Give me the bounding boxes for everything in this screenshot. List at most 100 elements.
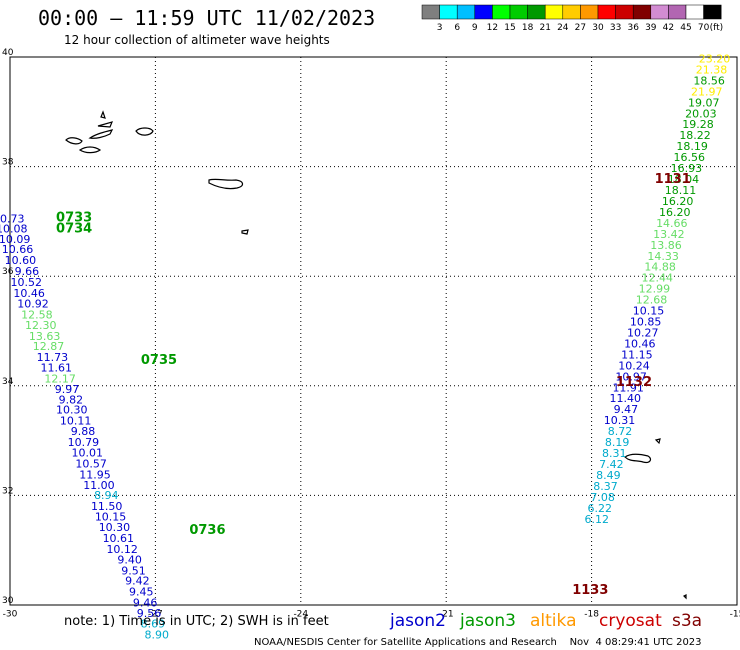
wave-height-label: 6.22	[587, 502, 612, 515]
legend-tick-label: 18	[522, 23, 534, 33]
legend-swatch	[474, 4, 493, 20]
x-tick-label: -27	[148, 610, 163, 620]
y-tick-label: 36	[2, 267, 14, 277]
wave-height-label: 10.73	[0, 212, 25, 225]
legend-tick-label: 27	[575, 23, 586, 33]
legend-tick-label: 70	[698, 23, 710, 33]
wave-height-label: 11.50	[91, 500, 123, 513]
wave-height-label: 9.88	[71, 425, 96, 438]
x-tick-label: -15	[730, 610, 740, 620]
wave-height-label: 11.40	[610, 392, 642, 405]
wave-height-label: 10.85	[630, 316, 662, 329]
wave-height-label: 10.30	[99, 521, 131, 534]
footer-credit: NOAA/NESDIS Center for Satellite Applica…	[254, 637, 702, 648]
wave-height-label: 9.97	[55, 383, 80, 396]
wave-height-label: 11.61	[41, 362, 73, 375]
time-label: 0736	[189, 523, 225, 538]
wave-height-label: 9.45	[129, 586, 154, 599]
time-label: 0733	[56, 210, 92, 225]
legend-tick-label: 45	[680, 23, 691, 33]
legend-tick-label: 9	[472, 23, 478, 33]
wave-height-label: 23.20	[699, 52, 731, 65]
wave-height-label: 10.31	[604, 414, 636, 427]
wave-height-label: 12.99	[639, 283, 671, 296]
x-tick-label: -21	[439, 610, 454, 620]
wave-height-label: 8.31	[602, 447, 627, 460]
coastline	[65, 110, 687, 600]
wave-height-label: 12.58	[21, 308, 53, 321]
legend-swatch	[562, 4, 581, 20]
wave-height-label: 10.15	[633, 305, 665, 318]
wave-height-label: 10.27	[627, 326, 659, 339]
legend-tick-label: 33	[610, 23, 621, 33]
legend-swatch	[509, 4, 528, 20]
legend-tick-label: 12	[487, 23, 498, 33]
legend-swatch	[615, 4, 634, 20]
wave-height-label: 7.42	[599, 458, 624, 471]
wave-height-label: 7.08	[590, 491, 615, 504]
wave-height-label: 14.33	[647, 250, 679, 263]
legend-tick-label: 15	[504, 23, 515, 33]
y-tick-label: 38	[2, 158, 14, 168]
wave-height-label: 8.37	[593, 480, 618, 493]
legend-tick-label: 24	[557, 23, 569, 33]
wave-height-label: 8.19	[605, 436, 630, 449]
wave-height-label: 10.79	[68, 436, 100, 449]
wave-height-label: 12.87	[33, 340, 65, 353]
legend-swatch	[668, 4, 687, 20]
wave-height-label: 11.00	[83, 479, 115, 492]
wave-height-label: 11.95	[79, 468, 111, 481]
legend-swatch	[439, 4, 458, 20]
legend-swatch	[492, 4, 511, 20]
wave-height-label: 16.93	[671, 162, 703, 175]
wave-height-label: 9.51	[121, 564, 146, 577]
wave-height-label: 13.42	[653, 228, 685, 241]
wave-height-label: 8.94	[94, 489, 119, 502]
wave-height-label: 10.08	[0, 222, 27, 235]
wave-height-label: 8.72	[608, 425, 633, 438]
legend-swatch	[703, 4, 722, 20]
wave-height-label: 18.11	[665, 184, 697, 197]
wave-height-label: 8.90	[144, 628, 169, 641]
wave-height-label: 18.22	[679, 129, 711, 142]
wave-height-label: 9.47	[614, 403, 639, 416]
wave-height-label: 10.52	[10, 276, 42, 289]
wave-height-label: 12.44	[642, 272, 674, 285]
wave-height-label: 20.03	[685, 107, 717, 120]
wave-height-label: 10.24	[618, 359, 650, 372]
satellite-name-jason2: jason2	[389, 611, 446, 631]
wave-height-label: 9.66	[15, 265, 40, 278]
wave-height-label: 6.12	[585, 513, 610, 526]
legend-swatch	[456, 4, 476, 20]
legend-tick-label: 39	[645, 23, 657, 33]
wave-height-label: 10.92	[17, 297, 49, 310]
legend-unit: (ft)	[710, 23, 724, 33]
time-label: 1133	[572, 583, 608, 598]
wave-height-label: 10.97	[615, 370, 647, 383]
satellite-tracks: 10.7310.0810.0910.6610.609.6610.5210.461…	[0, 52, 730, 641]
wave-height-label: 10.30	[56, 404, 88, 417]
wave-height-label: 10.01	[72, 446, 104, 459]
x-tick-label: -30	[3, 610, 18, 620]
legend-swatch	[632, 4, 652, 20]
grid-lines	[10, 57, 737, 605]
chart-subtitle: 12 hour collection of altimeter wave hei…	[64, 33, 330, 47]
wave-height-label: 8.49	[596, 469, 621, 482]
legend-swatch	[527, 4, 546, 20]
legend-swatch	[685, 4, 704, 20]
wave-height-label: 10.46	[624, 337, 656, 350]
legend-swatch	[650, 4, 669, 20]
legend-tick-label: 36	[627, 23, 639, 33]
time-label: 1132	[616, 375, 652, 390]
axis-tick-labels: -30 -27 -24 -21 -18 -15 30 32 34 36 38 40	[2, 48, 740, 620]
wave-height-label: 10.11	[60, 415, 92, 428]
time-label: 0734	[56, 221, 92, 236]
y-tick-label: 30	[2, 596, 14, 606]
wave-height-label: 10.09	[0, 233, 30, 246]
wave-height-label: 18.04	[668, 173, 700, 186]
wave-height-label: 12.30	[25, 319, 57, 332]
legend-swatch	[544, 4, 564, 20]
wave-height-label: 10.57	[75, 457, 107, 470]
y-tick-label: 34	[2, 377, 14, 387]
